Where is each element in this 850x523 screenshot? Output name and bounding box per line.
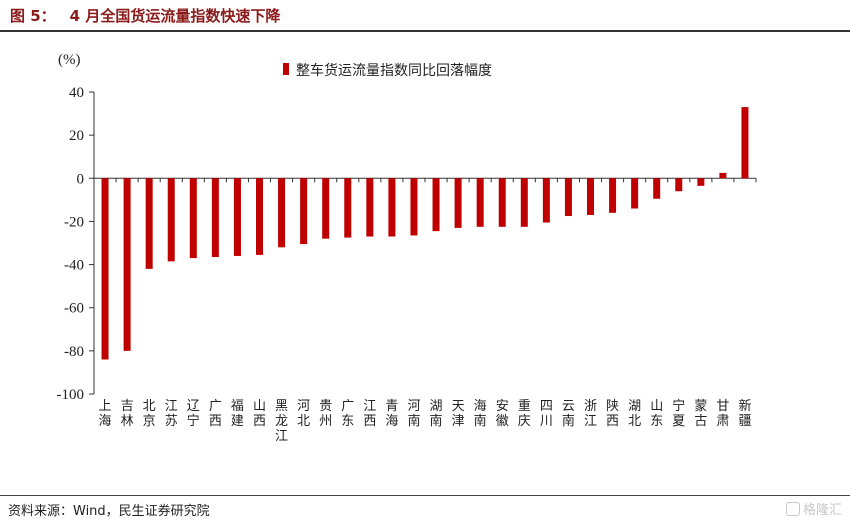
axes-group: 40 20 0 -20 -40 -60 -80 -100 (%) 上海吉林北京江苏辽宁广西福建山西… — [57, 52, 757, 444]
legend-swatch — [283, 63, 289, 75]
y-tick-label: -60 — [64, 301, 84, 317]
bar-16 — [454, 178, 462, 228]
bar-4 — [189, 178, 197, 259]
x-tick-label: 安徽 — [496, 399, 509, 429]
x-tick-label: 甘肃 — [716, 399, 729, 429]
legend-label: 整车货运流量指数同比回落幅度 — [296, 62, 492, 79]
x-tick-label: 湖北 — [628, 399, 641, 429]
y-tick-label: -40 — [64, 258, 84, 274]
x-tick-label: 江西 — [363, 399, 376, 429]
y-tick-label: 20 — [69, 128, 84, 144]
bar-22 — [587, 178, 594, 215]
x-tick-label: 广西 — [209, 399, 222, 429]
bar-18 — [498, 178, 506, 227]
watermark: 格隆汇 — [785, 499, 842, 518]
bar-17 — [476, 178, 484, 227]
y-tick-label: 40 — [69, 85, 84, 101]
x-tick-label: 四川 — [540, 399, 553, 429]
bar-24 — [631, 178, 639, 209]
bars-group — [101, 107, 749, 360]
bar-27 — [697, 178, 705, 186]
bar-12 — [366, 178, 374, 237]
x-tick-label: 陕西 — [606, 399, 619, 429]
x-tick-label: 新疆 — [738, 398, 751, 429]
x-tick-label: 海南 — [474, 399, 487, 429]
bar-26 — [675, 178, 683, 192]
x-tick-label: 上海 — [99, 399, 112, 429]
bar-6 — [233, 178, 241, 256]
bar-0 — [101, 178, 109, 360]
bar-21 — [564, 178, 572, 217]
x-tick-label: 辽宁 — [187, 399, 200, 429]
x-tick-label: 福建 — [231, 399, 244, 429]
bar-11 — [344, 178, 352, 238]
x-tick-label: 蒙古 — [694, 399, 707, 429]
x-tick-label: 山东 — [650, 399, 663, 429]
x-tick-label: 宁夏 — [672, 398, 685, 429]
x-tick-label: 云南 — [562, 399, 575, 429]
bar-25 — [653, 178, 661, 199]
figure-header: 图 5： 4 月全国货运流量指数快速下降 — [0, 0, 850, 32]
figure-title: 4 月全国货运流量指数快速下降 — [69, 6, 281, 25]
watermark-logo-icon — [785, 501, 800, 516]
footer-divider — [0, 495, 850, 496]
watermark-text: 格隆汇 — [802, 503, 842, 518]
bar-7 — [256, 178, 263, 255]
x-tick-label: 浙江 — [584, 399, 597, 429]
bar-29 — [741, 107, 749, 179]
bar-28 — [719, 172, 727, 179]
y-axis-unit-label: (%) — [58, 52, 81, 68]
y-tick-label: -20 — [64, 214, 84, 230]
x-tick-label: 河南 — [407, 399, 420, 429]
x-tick-label: 贵州 — [319, 399, 332, 429]
bar-8 — [278, 178, 286, 248]
bar-9 — [300, 178, 308, 245]
x-tick-label: 江苏 — [165, 399, 178, 429]
x-tick-label: 吉林 — [121, 399, 134, 429]
x-tick-label: 山西 — [253, 399, 266, 429]
y-tick-label: 0 — [77, 171, 85, 187]
source-note: 资料来源：Wind，民生证券研究院 — [8, 504, 210, 519]
y-tick-label: -100 — [57, 387, 85, 403]
bar-23 — [609, 178, 617, 213]
bar-15 — [432, 178, 440, 232]
bar-19 — [520, 178, 528, 227]
x-tick-label: 青海 — [385, 399, 398, 429]
x-tick-label: 湖南 — [430, 399, 443, 429]
bar-1 — [123, 178, 131, 351]
bar-20 — [542, 178, 550, 223]
figure-number: 图 5： — [10, 6, 56, 25]
bar-chart: 40 20 0 -20 -40 -60 -80 -100 (%) 上海吉林北京江苏辽宁广西福建山西… — [57, 52, 757, 444]
x-tick-label: 广东 — [341, 399, 354, 429]
x-tick-label: 河北 — [297, 399, 310, 429]
legend-group: 整车货运流量指数同比回落幅度 — [283, 62, 492, 79]
x-tick-label: 北京 — [143, 399, 156, 429]
bar-5 — [211, 178, 219, 258]
x-tick-label: 天津 — [452, 399, 465, 429]
bar-13 — [388, 178, 396, 237]
x-tick-label: 黑龙江 — [275, 399, 288, 444]
x-tick-label: 重庆 — [518, 398, 531, 429]
y-tick-label: -80 — [64, 344, 84, 360]
bar-2 — [145, 178, 153, 269]
bar-3 — [167, 178, 175, 262]
bar-10 — [322, 178, 330, 239]
bar-14 — [410, 178, 418, 236]
